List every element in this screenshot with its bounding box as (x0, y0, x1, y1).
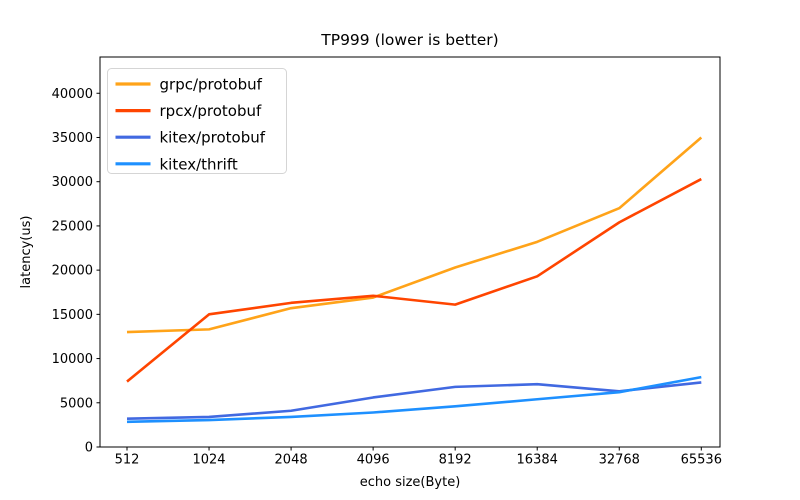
plot-area (99, 56, 721, 448)
y-tick-label: 20000 (52, 264, 93, 279)
legend-label-grpc-protobuf: grpc/protobuf (160, 76, 263, 94)
y-tick-label: 35000 (52, 131, 93, 146)
y-tick-label: 0 (85, 441, 93, 456)
series-line-grpc-protobuf (126, 136, 703, 334)
series-line-rpcx-protobuf (126, 177, 702, 383)
series-line-kitex-thrift (126, 375, 702, 424)
series-line-kitex-protobuf (126, 381, 702, 421)
x-tick-label: 16384 (517, 453, 558, 468)
x-axis-label: echo size(Byte) (360, 475, 461, 490)
x-tick-label: 512 (115, 453, 140, 468)
y-tick-label: 25000 (52, 219, 93, 234)
y-tick-label: 15000 (52, 308, 93, 323)
legend-label-kitex-protobuf: kitex/protobuf (160, 129, 266, 147)
axis-ticks: 512 1024 2048 4096 8192 16384 32768 65536 0 5000 1… (52, 87, 722, 468)
x-tick-label: 2048 (275, 453, 308, 468)
series-lines (126, 136, 703, 424)
legend-box (107, 68, 287, 174)
legend-label-kitex-thrift: kitex/thrift (160, 155, 238, 173)
legend-label-rpcx-protobuf: rpcx/protobuf (160, 102, 262, 120)
x-tick-label: 65536 (681, 453, 722, 468)
x-tick-label: 32768 (599, 453, 640, 468)
y-tick-label: 10000 (52, 352, 93, 367)
legend: grpc/protobuf rpcx/protobuf kitex/protobuf… (107, 68, 287, 174)
chart-title: TP999 (lower is better) (320, 31, 498, 49)
y-tick-label: 5000 (60, 396, 93, 411)
y-tick-label: 30000 (52, 175, 93, 190)
x-tick-label: 8192 (439, 453, 472, 468)
x-tick-label: 4096 (357, 453, 390, 468)
x-tick-label: 1024 (192, 453, 225, 468)
y-tick-label: 40000 (52, 87, 93, 102)
y-axis-label: latency(us) (19, 216, 34, 289)
